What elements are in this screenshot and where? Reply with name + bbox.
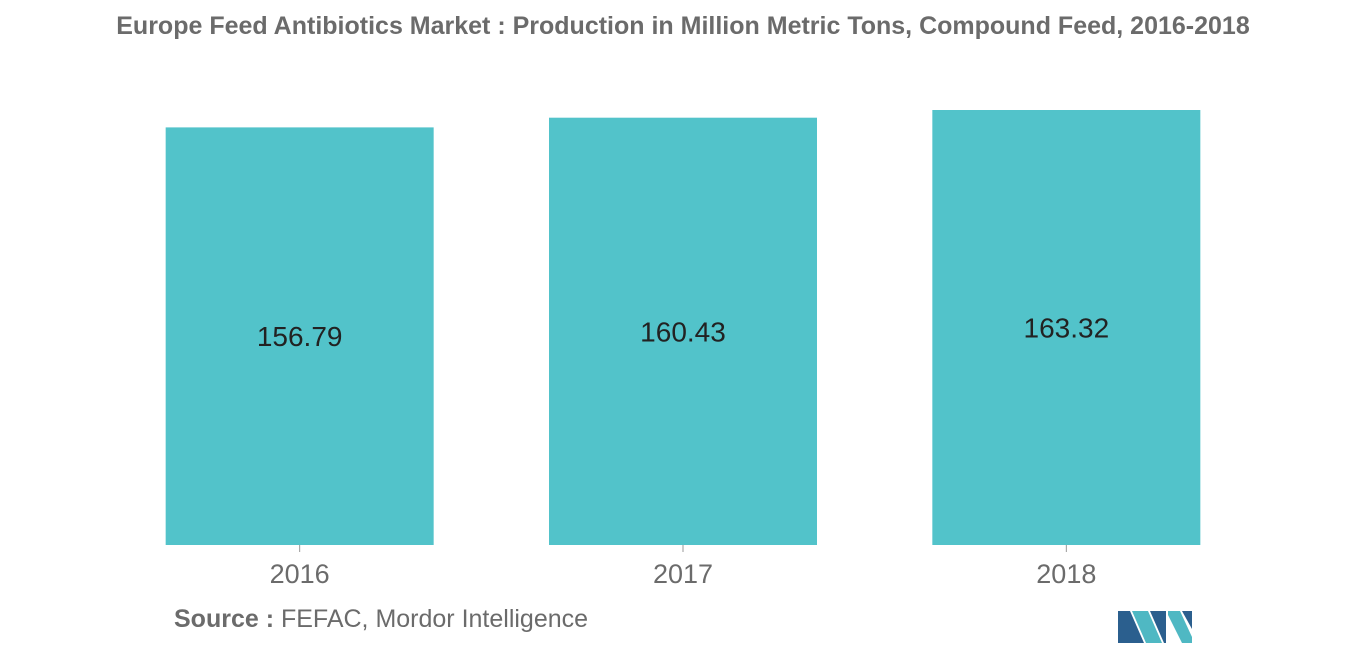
bar-2016 (165, 127, 434, 545)
x-tick-label-2016: 2016 (270, 559, 330, 589)
source-label: Source : (174, 605, 275, 633)
x-tick-label-2018: 2018 (1036, 559, 1096, 589)
bar-2018 (932, 110, 1201, 545)
source-text: FEFAC, Mordor Intelligence (280, 605, 589, 633)
mordor-intelligence-logo-icon (1118, 611, 1192, 643)
data-label-2018: 163.32 (1024, 313, 1110, 344)
bars-layer (165, 110, 1201, 546)
data-label-2016: 156.79 (257, 321, 343, 352)
data-label-2017: 160.43 (640, 316, 726, 347)
ticks-layer (299, 545, 1067, 552)
logo-shape-left (1118, 611, 1144, 643)
bar-2017 (549, 117, 817, 546)
logo-shape-middle-light (1132, 611, 1162, 643)
logo-shape-right-light (1168, 611, 1192, 643)
chart-title: Europe Feed Antibiotics Market : Product… (116, 12, 1250, 40)
x-tick-label-2017: 2017 (653, 559, 713, 589)
source-note: Source : FEFAC, Mordor Intelligence (174, 605, 588, 634)
labels-layer: 156.79 2016 160.43 2017 163.32 2018 (257, 313, 1109, 590)
logo-shape-middle-dark (1150, 611, 1166, 643)
logo-shape-right-dark (1182, 611, 1192, 629)
